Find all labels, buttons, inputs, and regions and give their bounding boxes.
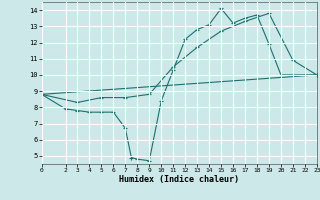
X-axis label: Humidex (Indice chaleur): Humidex (Indice chaleur): [119, 175, 239, 184]
